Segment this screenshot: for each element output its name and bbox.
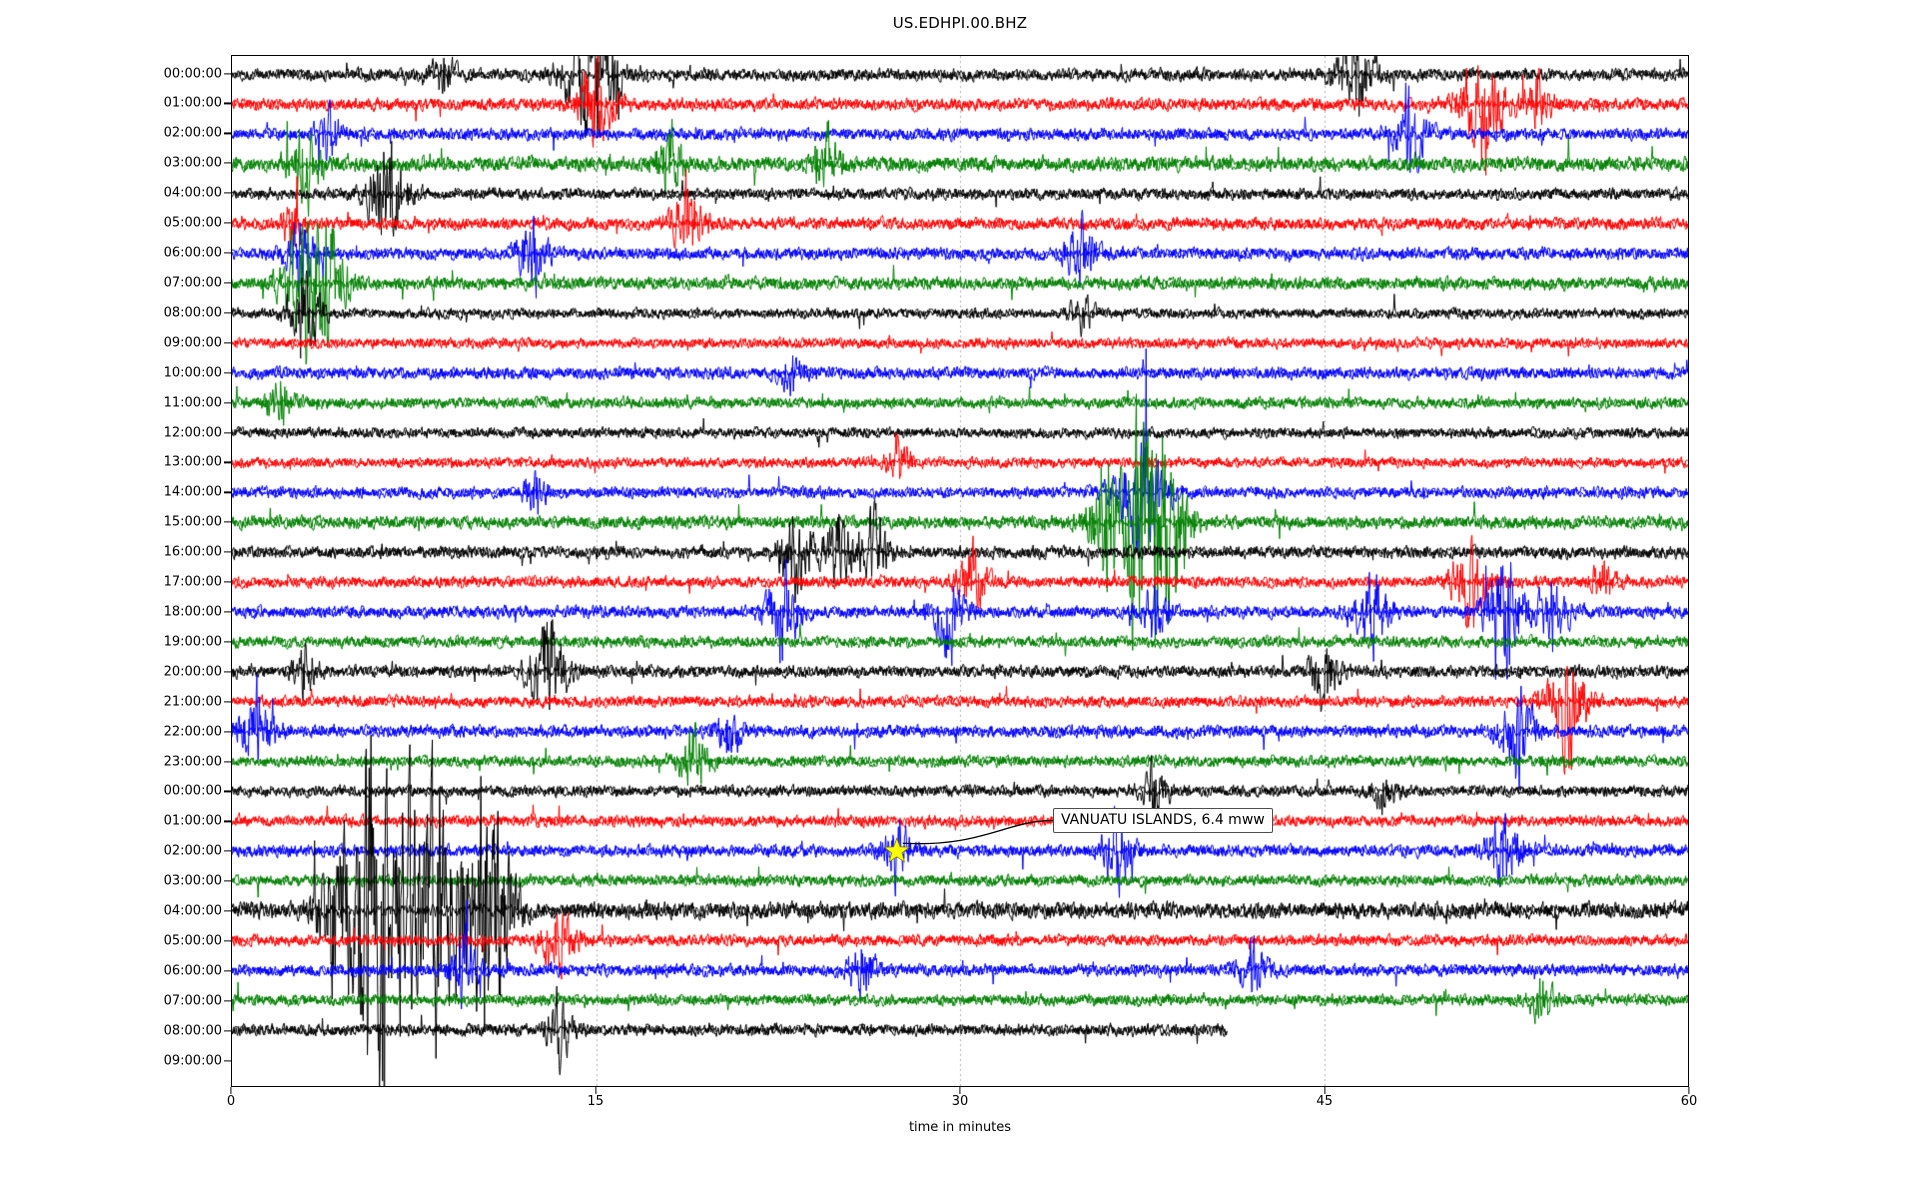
y-axis-tick-label: 12:00:00 — [163, 425, 222, 440]
y-axis-tick-mark — [224, 880, 231, 882]
y-axis-tick-mark — [224, 461, 231, 463]
x-axis-tick-mark — [230, 1087, 232, 1094]
x-axis-tick-mark — [594, 1087, 597, 1094]
y-axis-tick-label: 19:00:00 — [163, 634, 222, 650]
y-axis-tick-mark — [224, 102, 231, 105]
y-axis-tick-mark — [224, 1000, 231, 1002]
x-axis-tick-label: 30 — [951, 1094, 969, 1109]
y-axis-tick-label: 03:00:00 — [163, 873, 222, 889]
y-axis-tick-label: 01:00:00 — [163, 813, 222, 829]
y-axis-tick-label: 05:00:00 — [163, 215, 222, 231]
y-axis-tick-label: 07:00:00 — [163, 993, 222, 1009]
y-axis-tick-label: 07:00:00 — [163, 275, 222, 291]
y-axis-tick-label: 09:00:00 — [163, 335, 222, 351]
y-axis-tick-mark — [224, 820, 231, 822]
y-axis-tick-mark — [224, 671, 231, 673]
x-axis-tick-mark — [959, 1087, 961, 1094]
y-axis-tick-mark — [224, 581, 231, 583]
y-axis-tick-label: 06:00:00 — [163, 963, 222, 979]
y-axis-tick-label: 00:00:00 — [163, 66, 222, 82]
y-axis-tick-label: 03:00:00 — [163, 155, 222, 171]
y-axis-tick-mark — [224, 701, 231, 703]
y-axis-tick-mark — [224, 372, 231, 374]
y-axis-tick-label: 22:00:00 — [163, 724, 222, 740]
y-axis-tick-mark — [224, 970, 231, 972]
y-axis-tick-label: 08:00:00 — [163, 1023, 222, 1039]
y-axis-tick-label: 08:00:00 — [163, 305, 222, 321]
helicorder-traces-canvas — [232, 56, 1688, 1086]
x-axis-tick-mark — [1688, 1087, 1690, 1094]
y-axis-tick-label: 18:00:00 — [163, 604, 222, 620]
y-axis-tick-label: 20:00:00 — [163, 664, 222, 680]
y-axis-tick-mark — [224, 222, 231, 224]
y-axis-tick-mark — [224, 282, 231, 284]
y-axis-tick-mark — [224, 72, 231, 75]
y-axis-tick-label: 09:00:00 — [163, 1053, 222, 1069]
y-axis-tick-mark — [224, 162, 231, 164]
y-axis-tick-mark — [224, 790, 231, 793]
y-axis-tick-label: 11:00:00 — [163, 395, 222, 411]
y-axis-tick-label: 17:00:00 — [163, 574, 222, 590]
y-axis-tick-label: 23:00:00 — [163, 754, 222, 770]
y-axis-tick-label: 04:00:00 — [163, 903, 222, 919]
y-axis-tick-mark — [224, 641, 231, 643]
y-axis-tick-label: 02:00:00 — [163, 843, 222, 859]
y-axis-tick-label: 06:00:00 — [163, 245, 222, 261]
y-axis-tick-mark — [224, 342, 231, 344]
y-axis-tick-label: 21:00:00 — [163, 694, 222, 710]
y-axis-tick-label: 15:00:00 — [163, 514, 222, 530]
event-annotation-label: VANUATU ISLANDS, 6.4 mww — [1053, 808, 1273, 834]
y-axis-tick-mark — [224, 192, 231, 194]
y-axis-tick-mark — [224, 850, 231, 852]
y-axis-tick-mark — [224, 1060, 231, 1062]
y-axis-tick-mark — [224, 760, 231, 763]
y-axis-tick-label: 16:00:00 — [163, 544, 222, 560]
page-title: US.EDHPI.00.BHZ — [892, 14, 1028, 32]
y-axis-tick-label: 13:00:00 — [163, 454, 222, 470]
x-axis-tick-label: 60 — [1680, 1094, 1698, 1109]
x-axis-label: time in minutes — [908, 1120, 1012, 1135]
y-axis-tick-label: 00:00:00 — [163, 783, 222, 799]
plot-axes — [231, 55, 1689, 1087]
y-axis-tick-mark — [224, 731, 231, 733]
y-axis-tick-mark — [224, 252, 231, 254]
y-axis-tick-mark — [224, 611, 231, 613]
y-axis-tick-mark — [224, 491, 231, 493]
y-axis-tick-label: 05:00:00 — [163, 933, 222, 949]
y-axis-tick-mark — [224, 910, 231, 912]
y-axis-tick-label: 02:00:00 — [163, 125, 222, 141]
x-axis-tick-mark — [1323, 1087, 1326, 1094]
y-axis-tick-mark — [224, 1030, 231, 1032]
y-axis-tick-mark — [224, 431, 231, 434]
y-axis-tick-label: 01:00:00 — [163, 95, 222, 111]
y-axis-tick-mark — [224, 551, 231, 553]
y-axis-tick-mark — [224, 940, 231, 942]
y-axis-tick-mark — [224, 312, 231, 314]
y-axis-tick-label: 10:00:00 — [163, 365, 222, 381]
x-axis-tick-label: 45 — [1316, 1094, 1333, 1109]
x-axis-tick-label: 0 — [226, 1094, 236, 1109]
y-axis-tick-label: 14:00:00 — [163, 484, 222, 500]
y-axis-tick-mark — [224, 132, 231, 134]
x-axis-tick-label: 15 — [587, 1094, 604, 1109]
y-axis-tick-label: 04:00:00 — [163, 185, 222, 201]
y-axis-tick-mark — [224, 401, 231, 404]
y-axis-tick-mark — [224, 521, 231, 523]
